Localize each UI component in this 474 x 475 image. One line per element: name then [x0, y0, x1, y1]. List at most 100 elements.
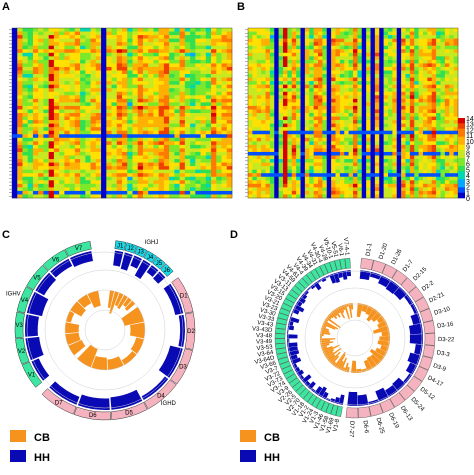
heatmap-cell: [174, 187, 180, 192]
heatmap-cell: [265, 123, 271, 128]
heatmap-cell: [195, 173, 201, 178]
heatmap-cell: [211, 134, 217, 139]
heatmap-cell: [221, 173, 228, 178]
heatmap-cell: [322, 88, 328, 93]
heatmap-cell: [101, 42, 107, 47]
heatmap-cell: [179, 84, 186, 89]
heatmap-cell: [383, 144, 389, 149]
cb-bar: [346, 303, 349, 307]
heatmap-cell: [344, 190, 349, 195]
heatmap-cell: [396, 38, 402, 43]
heatmap-cell: [190, 91, 196, 96]
heatmap-cell: [95, 162, 102, 167]
heatmap-cell: [111, 190, 118, 195]
heatmap-cell: [348, 137, 354, 142]
heatmap-cell: [256, 169, 262, 174]
heatmap-cell: [265, 190, 271, 195]
cb-bar: [320, 339, 331, 343]
heatmap-cell: [423, 113, 428, 117]
heatmap-cell: [401, 35, 406, 39]
heatmap-cell: [38, 98, 44, 103]
heatmap-cell: [17, 116, 23, 121]
heatmap-cell: [291, 105, 297, 110]
heatmap-cell: [405, 35, 411, 39]
heatmap-cell: [304, 38, 310, 43]
heatmap-cell: [22, 169, 29, 174]
segment-arc-d: [288, 377, 301, 388]
heatmap-cell: [283, 151, 288, 156]
heatmap-cell: [322, 130, 328, 135]
heatmap-cell: [127, 81, 133, 85]
heatmap-cell: [405, 116, 411, 121]
heatmap-cell: [366, 187, 371, 192]
heatmap-cell: [374, 116, 380, 121]
heatmap-cell: [414, 70, 419, 75]
heatmap-cell: [374, 91, 380, 96]
heatmap-cell: [163, 113, 170, 117]
hh-bar: [296, 369, 304, 377]
heatmap-cell: [274, 56, 279, 61]
heatmap-cell: [226, 98, 233, 103]
heatmap-cell: [383, 52, 389, 57]
heatmap-cell: [370, 42, 376, 47]
heatmap-cell: [331, 102, 336, 107]
heatmap-cell: [335, 98, 341, 103]
heatmap-cell: [269, 194, 275, 199]
heatmap-cell: [444, 105, 450, 110]
heatmap-cell: [431, 113, 437, 117]
heatmap-cell: [379, 144, 384, 149]
heatmap-cell: [252, 190, 258, 195]
heatmap-cell: [357, 162, 363, 167]
heatmap-cell: [248, 166, 253, 170]
heatmap-cell: [278, 123, 284, 128]
heatmap-cell: [216, 162, 222, 167]
heatmap-cell: [423, 35, 428, 39]
heatmap-cell: [309, 137, 314, 142]
heatmap-cell: [357, 91, 363, 96]
heatmap-cell: [12, 74, 18, 78]
heatmap-cell: [388, 84, 393, 89]
heatmap-cell: [169, 187, 175, 192]
heatmap-cell: [265, 52, 271, 57]
heatmap-cell: [142, 187, 149, 192]
heatmap-cell: [59, 109, 65, 114]
heatmap-cell: [287, 70, 293, 75]
heatmap-cell: [418, 28, 424, 32]
heatmap-cell: [85, 166, 91, 170]
heatmap-cell: [158, 194, 165, 199]
heatmap-cell: [265, 130, 271, 135]
heatmap-cell: [287, 88, 293, 93]
heatmap-cell: [309, 166, 314, 170]
heatmap-cell: [12, 77, 18, 82]
heatmap-cell: [361, 109, 367, 114]
heatmap-cell: [190, 66, 196, 71]
heatmap-cell: [453, 159, 459, 163]
heatmap-cell: [440, 173, 446, 178]
heatmap-cell: [339, 38, 345, 43]
heatmap-cell: [163, 187, 170, 192]
heatmap-cell: [405, 194, 411, 199]
heatmap-cell: [427, 127, 433, 132]
heatmap-cell: [274, 183, 279, 188]
colorbar-tick-label: 1: [466, 190, 470, 197]
heatmap-cell: [335, 113, 341, 117]
heatmap-cell: [326, 56, 332, 61]
heatmap-cell: [174, 91, 180, 96]
heatmap-cell: [184, 59, 191, 64]
heatmap-cell: [423, 95, 428, 100]
heatmap-cell: [265, 169, 271, 174]
heatmap-cell: [348, 141, 354, 146]
cb-bar: [322, 344, 340, 354]
heatmap-cell: [122, 123, 128, 128]
heatmap-cell: [122, 187, 128, 192]
heatmap-cell: [414, 155, 419, 160]
heatmap-cell: [43, 56, 49, 61]
heatmap-cell: [388, 127, 393, 132]
heatmap-cell: [440, 74, 446, 78]
heatmap-cell: [184, 183, 191, 188]
heatmap-cell: [318, 98, 323, 103]
heatmap-cell: [12, 91, 18, 96]
heatmap-cell: [440, 38, 446, 43]
heatmap-cell: [221, 116, 228, 121]
heatmap-cell: [291, 38, 297, 43]
